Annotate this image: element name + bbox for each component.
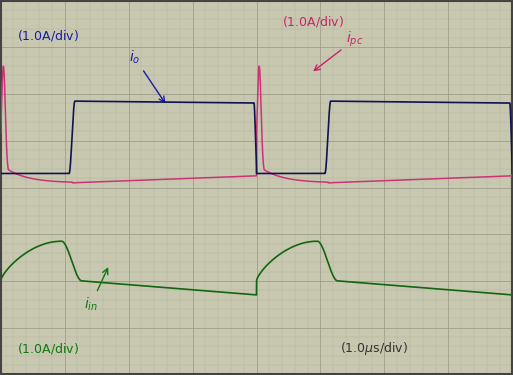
Text: $(1.0\mathrm{A}/\mathrm{div})$: $(1.0\mathrm{A}/\mathrm{div})$: [282, 14, 344, 29]
Text: $i_{in}$: $i_{in}$: [84, 268, 108, 314]
Text: $(1.0\mu\mathrm{s}/\mathrm{div})$: $(1.0\mu\mathrm{s}/\mathrm{div})$: [340, 340, 408, 357]
Text: $i_o$: $i_o$: [129, 48, 165, 102]
Text: $(1.0\mathrm{A}/\mathrm{div})$: $(1.0\mathrm{A}/\mathrm{div})$: [17, 341, 79, 356]
Text: $(1.0\mathrm{A}/\mathrm{div})$: $(1.0\mathrm{A}/\mathrm{div})$: [17, 28, 79, 43]
Text: $i_{pc}$: $i_{pc}$: [314, 30, 363, 70]
